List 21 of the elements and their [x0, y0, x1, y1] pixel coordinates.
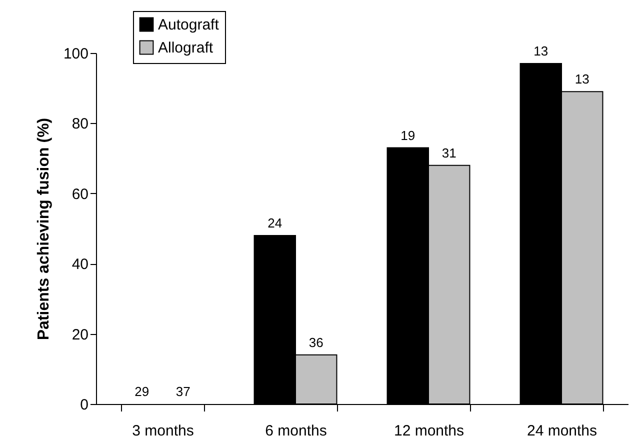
y-tick-label: 0: [80, 396, 88, 414]
annotation: 19: [400, 128, 416, 143]
annotation: 37: [176, 384, 190, 399]
legend-label: Autograft: [158, 16, 220, 34]
annotation: 24: [268, 216, 282, 231]
y-tick-label: 20: [72, 326, 88, 344]
y-tick-label: 40: [72, 256, 88, 274]
y-tick-label: 100: [63, 46, 88, 62]
x-tick-label: 3 months: [132, 422, 194, 440]
annotation: 36: [308, 334, 324, 350]
legend-label: Allograft: [158, 40, 214, 56]
annotation: 13: [574, 72, 590, 87]
annotation: 13: [534, 44, 548, 59]
x-tick-label: 12 months: [394, 422, 464, 440]
annotation: 29: [134, 384, 150, 399]
x-tick-label: 24 months: [526, 422, 598, 440]
x-tick-label: 6 months: [265, 422, 327, 440]
y-tick-label: 80: [72, 116, 88, 133]
y-axis-title: Patients achieving fusion (%): [35, 118, 52, 340]
y-tick-label: 60: [72, 186, 88, 203]
annotation: 31: [442, 145, 456, 160]
